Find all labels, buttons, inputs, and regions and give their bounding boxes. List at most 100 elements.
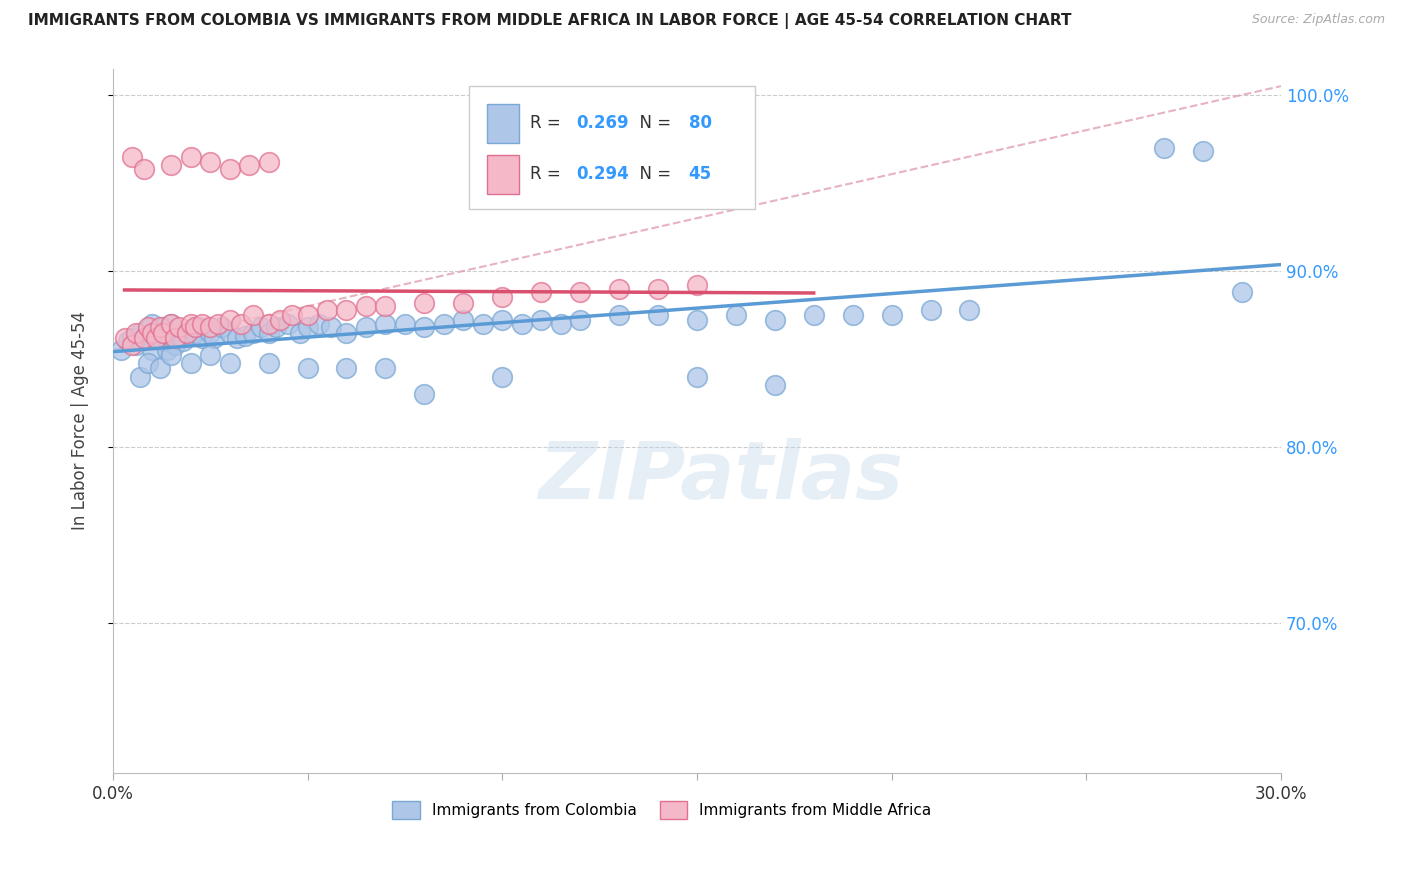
Point	[763, 378, 786, 392]
Point	[114, 331, 136, 345]
Point	[183, 326, 205, 340]
Point	[242, 308, 264, 322]
Point	[1192, 145, 1215, 159]
FancyBboxPatch shape	[470, 87, 755, 210]
Legend: Immigrants from Colombia, Immigrants from Middle Africa: Immigrants from Colombia, Immigrants fro…	[387, 795, 938, 825]
Point	[198, 349, 221, 363]
Point	[198, 320, 221, 334]
Point	[354, 320, 377, 334]
Point	[354, 299, 377, 313]
Point	[117, 334, 139, 349]
Text: 0.294: 0.294	[576, 165, 630, 183]
Text: 0.269: 0.269	[576, 114, 630, 132]
Point	[257, 317, 280, 331]
Point	[191, 331, 214, 345]
Point	[569, 313, 592, 327]
Y-axis label: In Labor Force | Age 45-54: In Labor Force | Age 45-54	[72, 311, 89, 530]
Point	[180, 150, 202, 164]
Point	[132, 161, 155, 176]
Text: 80: 80	[689, 114, 711, 132]
Point	[148, 360, 170, 375]
Point	[607, 282, 630, 296]
Point	[129, 326, 152, 340]
Point	[319, 320, 342, 334]
Point	[686, 313, 709, 327]
Point	[172, 334, 194, 349]
Text: N =: N =	[628, 114, 676, 132]
Point	[686, 278, 709, 293]
Point	[152, 334, 174, 349]
Point	[491, 313, 513, 327]
Point	[413, 320, 436, 334]
Point	[413, 295, 436, 310]
Point	[218, 326, 240, 340]
Point	[257, 154, 280, 169]
Point	[180, 329, 202, 343]
Point	[297, 320, 319, 334]
Point	[152, 326, 174, 340]
Point	[374, 299, 396, 313]
Point	[491, 369, 513, 384]
Point	[335, 326, 357, 340]
Point	[148, 320, 170, 334]
Point	[920, 302, 942, 317]
Point	[530, 313, 553, 327]
Text: ZIPatlas: ZIPatlas	[537, 438, 903, 516]
Text: Source: ZipAtlas.com: Source: ZipAtlas.com	[1251, 13, 1385, 27]
Point	[218, 313, 240, 327]
Point	[335, 302, 357, 317]
Point	[191, 317, 214, 331]
Point	[453, 295, 475, 310]
Point	[198, 154, 221, 169]
Point	[160, 317, 183, 331]
Point	[160, 158, 183, 172]
Point	[374, 360, 396, 375]
Point	[121, 150, 143, 164]
Point	[125, 326, 148, 340]
Point	[207, 317, 229, 331]
Point	[281, 308, 304, 322]
Point	[297, 360, 319, 375]
Point	[257, 326, 280, 340]
Point	[266, 320, 288, 334]
Point	[277, 317, 299, 331]
Point	[647, 282, 669, 296]
Point	[167, 320, 190, 334]
Point	[160, 317, 183, 331]
Point	[125, 338, 148, 352]
FancyBboxPatch shape	[486, 155, 519, 194]
Point	[132, 331, 155, 345]
Point	[308, 317, 330, 331]
Point	[165, 331, 187, 345]
Point	[803, 308, 825, 322]
Text: N =: N =	[628, 165, 676, 183]
Point	[841, 308, 863, 322]
Point	[288, 326, 311, 340]
Point	[491, 290, 513, 304]
Point	[167, 329, 190, 343]
Point	[145, 331, 167, 345]
Point	[136, 320, 159, 334]
Point	[145, 326, 167, 340]
Point	[152, 320, 174, 334]
Text: R =: R =	[530, 165, 565, 183]
Point	[510, 317, 533, 331]
Point	[110, 343, 132, 358]
Point	[176, 326, 198, 340]
Point	[413, 387, 436, 401]
Point	[231, 317, 253, 331]
Point	[394, 317, 416, 331]
Point	[165, 338, 187, 352]
Point	[226, 331, 249, 345]
Point	[249, 320, 271, 334]
Point	[433, 317, 456, 331]
Point	[211, 320, 233, 334]
Point	[218, 355, 240, 369]
Point	[959, 302, 981, 317]
Text: 45: 45	[689, 165, 711, 183]
Point	[233, 329, 256, 343]
Point	[148, 331, 170, 345]
Point	[160, 331, 183, 345]
Point	[129, 369, 152, 384]
Point	[141, 317, 163, 331]
